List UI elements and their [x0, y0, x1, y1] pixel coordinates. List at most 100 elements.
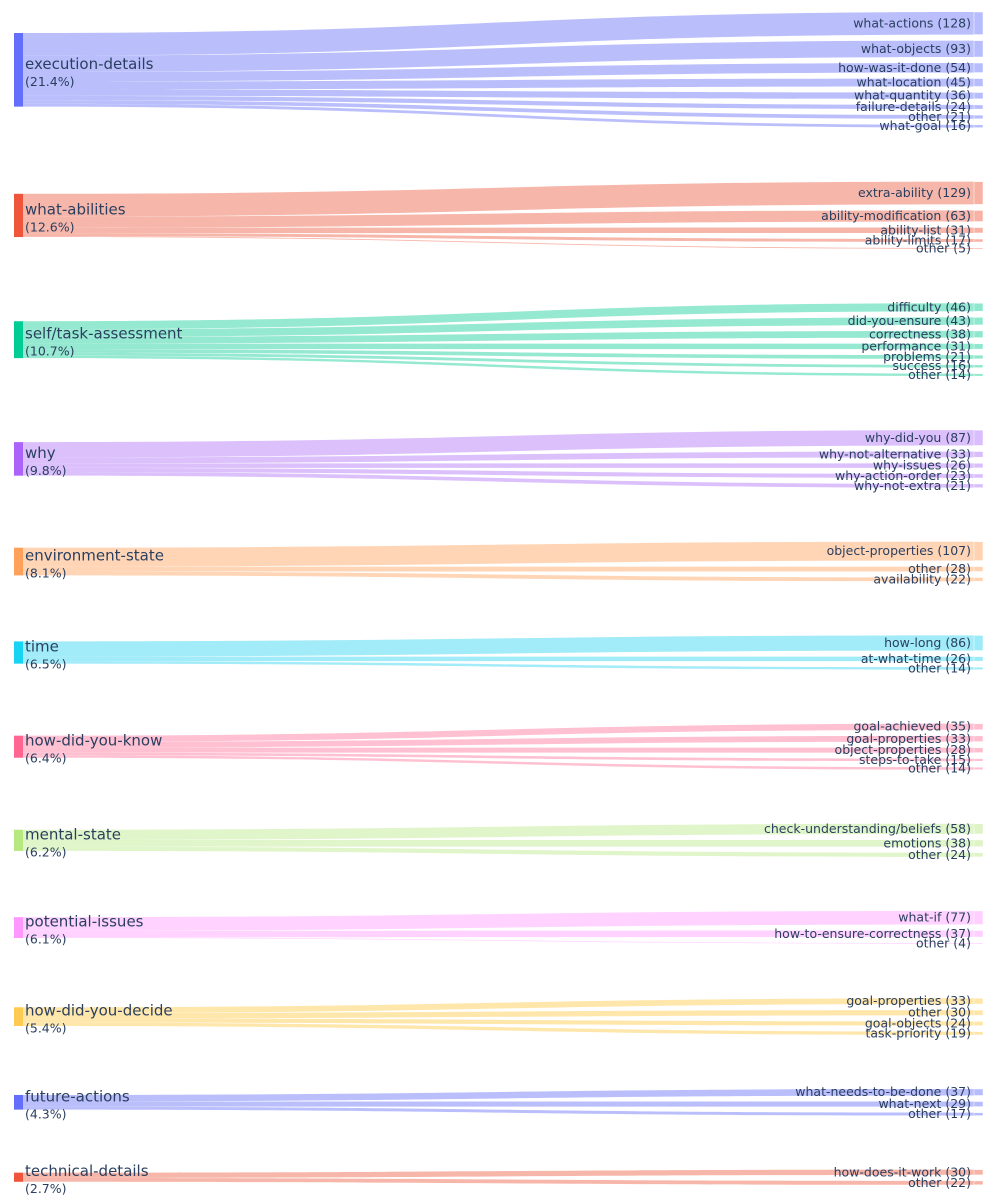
sankey-link[interactable]: [23, 846, 974, 857]
sankey-link[interactable]: [23, 755, 974, 770]
target-node[interactable]: [973, 666, 984, 670]
sankey-link[interactable]: [23, 1018, 974, 1026]
target-node[interactable]: [973, 354, 984, 360]
target-node[interactable]: [973, 373, 984, 377]
target-node[interactable]: [973, 473, 984, 479]
target-node[interactable]: [973, 78, 984, 87]
source-node[interactable]: [14, 547, 23, 576]
sankey-link[interactable]: [23, 40, 974, 73]
target-node[interactable]: [973, 998, 984, 1005]
target-node[interactable]: [973, 62, 984, 73]
source-node[interactable]: [14, 917, 23, 939]
sankey-link[interactable]: [23, 352, 974, 368]
sankey-link[interactable]: [23, 463, 974, 468]
source-node[interactable]: [14, 1094, 23, 1110]
target-node[interactable]: [973, 541, 984, 561]
sankey-link[interactable]: [23, 317, 974, 337]
sankey-link[interactable]: [23, 78, 974, 90]
sankey-link[interactable]: [23, 1169, 974, 1178]
sankey-link[interactable]: [23, 1088, 974, 1102]
target-node[interactable]: [973, 483, 984, 488]
target-node[interactable]: [973, 942, 984, 945]
target-node[interactable]: [973, 181, 984, 205]
sankey-link[interactable]: [23, 661, 974, 670]
sankey-link[interactable]: [23, 930, 974, 938]
target-node[interactable]: [973, 735, 984, 742]
target-node[interactable]: [973, 463, 984, 469]
source-node[interactable]: [14, 1172, 23, 1182]
sankey-link[interactable]: [23, 451, 974, 464]
sankey-link[interactable]: [23, 823, 974, 840]
target-node[interactable]: [973, 247, 984, 250]
target-node[interactable]: [973, 1112, 984, 1116]
target-node[interactable]: [973, 767, 984, 770]
sankey-link[interactable]: [23, 656, 974, 662]
target-node[interactable]: [973, 429, 984, 446]
target-node[interactable]: [973, 930, 984, 938]
sankey-link[interactable]: [23, 998, 974, 1014]
target-node[interactable]: [973, 823, 984, 835]
target-node[interactable]: [973, 40, 984, 58]
target-node[interactable]: [973, 566, 984, 572]
source-node[interactable]: [14, 321, 23, 359]
sankey-link[interactable]: [23, 467, 974, 478]
target-node[interactable]: [973, 92, 984, 100]
sankey-link[interactable]: [23, 1106, 974, 1116]
sankey-link[interactable]: [23, 1101, 974, 1107]
target-node[interactable]: [973, 635, 984, 651]
target-node[interactable]: [973, 1101, 984, 1107]
target-node[interactable]: [973, 302, 984, 312]
sankey-link[interactable]: [23, 752, 974, 762]
target-node[interactable]: [973, 723, 984, 731]
target-node[interactable]: [973, 656, 984, 662]
target-node[interactable]: [973, 124, 984, 128]
target-node[interactable]: [973, 1088, 984, 1096]
sankey-link[interactable]: [23, 355, 974, 377]
target-node[interactable]: [973, 1021, 984, 1026]
sankey-link[interactable]: [23, 839, 974, 847]
sankey-link[interactable]: [23, 937, 974, 944]
sankey-link[interactable]: [23, 1022, 974, 1035]
target-node[interactable]: [973, 343, 984, 350]
target-node[interactable]: [973, 104, 984, 110]
target-node[interactable]: [973, 839, 984, 847]
sankey-link[interactable]: [23, 747, 974, 753]
sankey-link[interactable]: [23, 227, 974, 234]
sankey-link[interactable]: [23, 1010, 974, 1019]
target-node[interactable]: [973, 852, 984, 858]
sankey-link[interactable]: [23, 571, 974, 582]
sankey-link[interactable]: [23, 541, 974, 567]
sankey-link[interactable]: [23, 735, 974, 748]
sankey-link[interactable]: [23, 566, 974, 572]
target-node[interactable]: [973, 1009, 984, 1016]
sankey-link[interactable]: [23, 103, 974, 128]
sankey-link[interactable]: [23, 349, 974, 359]
source-node[interactable]: [14, 442, 23, 476]
source-node[interactable]: [14, 193, 23, 238]
target-node[interactable]: [973, 747, 984, 753]
source-node[interactable]: [14, 33, 23, 107]
target-node[interactable]: [973, 227, 984, 234]
target-node[interactable]: [973, 114, 984, 120]
sankey-link[interactable]: [23, 723, 974, 742]
sankey-link[interactable]: [23, 100, 974, 119]
sankey-link[interactable]: [23, 1177, 974, 1185]
sankey-link[interactable]: [23, 12, 974, 56]
target-node[interactable]: [973, 364, 984, 368]
source-node[interactable]: [14, 829, 23, 851]
sankey-link[interactable]: [23, 210, 974, 228]
source-node[interactable]: [14, 1007, 23, 1026]
target-node[interactable]: [973, 451, 984, 458]
target-node[interactable]: [973, 577, 984, 582]
target-node[interactable]: [973, 1169, 984, 1176]
target-node[interactable]: [973, 910, 984, 925]
target-node[interactable]: [973, 1180, 984, 1186]
target-node[interactable]: [973, 11, 984, 35]
sankey-link[interactable]: [23, 635, 974, 657]
sankey-link[interactable]: [23, 471, 974, 488]
target-node[interactable]: [973, 317, 984, 326]
sankey-link[interactable]: [23, 343, 974, 350]
target-node[interactable]: [973, 758, 984, 762]
target-node[interactable]: [973, 210, 984, 222]
target-node[interactable]: [973, 1031, 984, 1036]
